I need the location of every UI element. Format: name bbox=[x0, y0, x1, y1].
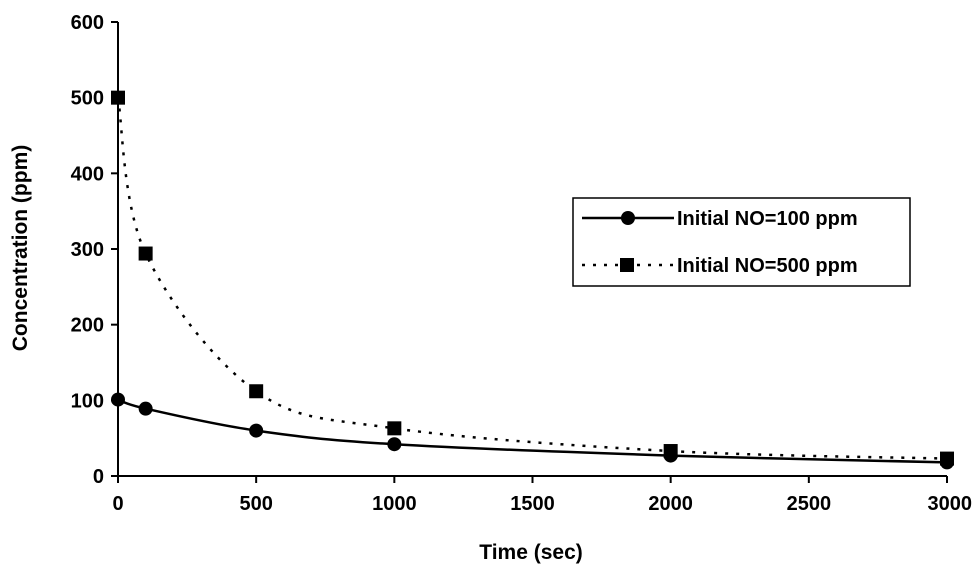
x-tick-label: 1500 bbox=[510, 493, 555, 515]
y-tick-label: 0 bbox=[93, 466, 104, 488]
data-point bbox=[138, 401, 153, 416]
data-point bbox=[249, 384, 264, 399]
x-tick-label: 500 bbox=[239, 493, 272, 515]
data-point bbox=[387, 421, 402, 436]
x-axis-title: Time (sec) bbox=[479, 541, 583, 564]
y-tick-label: 100 bbox=[71, 390, 104, 412]
x-tick-label: 1000 bbox=[372, 493, 417, 515]
data-point bbox=[111, 392, 125, 407]
data-point bbox=[249, 423, 264, 438]
y-axis-title: Concentration (ppm) bbox=[9, 145, 32, 351]
legend-swatch-marker-series-2 bbox=[620, 258, 634, 272]
y-tick-label: 300 bbox=[71, 239, 104, 261]
series-layer bbox=[111, 90, 954, 470]
data-point bbox=[138, 246, 153, 261]
axis-ticks: 0 100 200 300 400 500 600 0 500 1000 1500 2000 2500 3… bbox=[71, 12, 972, 515]
data-point bbox=[387, 437, 402, 452]
x-tick-label: 3000 bbox=[928, 493, 973, 515]
legend-label-series-2: Initial NO=500 ppm bbox=[677, 255, 858, 277]
legend: Initial NO=100 ppm Initial NO=500 ppm bbox=[572, 197, 911, 287]
data-point bbox=[663, 444, 678, 459]
legend-entry-series-1: Initial NO=100 ppm bbox=[582, 208, 858, 230]
legend-label-series-1: Initial NO=100 ppm bbox=[677, 208, 858, 230]
x-tick-label: 2500 bbox=[787, 493, 832, 515]
y-tick-label: 600 bbox=[71, 12, 104, 34]
x-tick-label: 0 bbox=[112, 493, 123, 515]
y-tick-label: 400 bbox=[71, 163, 104, 185]
legend-swatch-marker-series-1 bbox=[621, 211, 635, 225]
data-point bbox=[940, 451, 954, 466]
y-tick-label: 200 bbox=[71, 315, 104, 337]
legend-entry-series-2: Initial NO=500 ppm bbox=[582, 255, 858, 277]
series-1 bbox=[111, 392, 954, 470]
series-2 bbox=[111, 90, 954, 466]
series-line-1 bbox=[117, 398, 948, 464]
data-point bbox=[111, 90, 125, 105]
y-tick-label: 500 bbox=[71, 88, 104, 110]
x-tick-label: 2000 bbox=[648, 493, 693, 515]
